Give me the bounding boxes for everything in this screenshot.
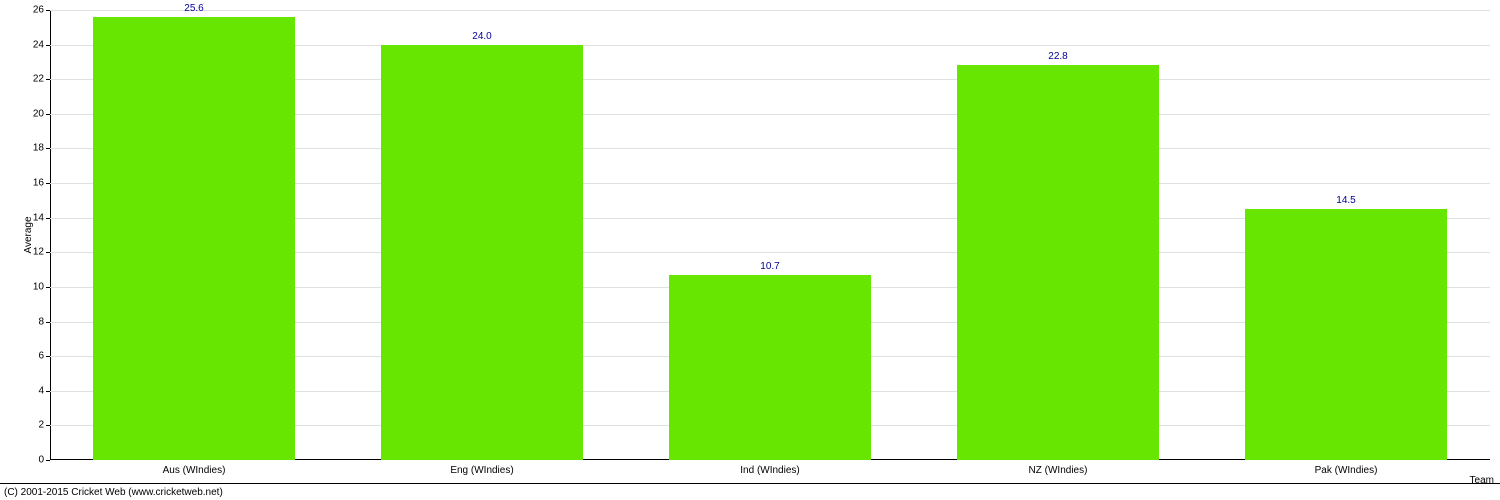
- y-tick-mark: [46, 391, 50, 392]
- x-tick-label: Aus (WIndies): [163, 465, 226, 476]
- x-tick-label: Ind (WIndies): [740, 465, 799, 476]
- x-axis-title: Team: [1470, 475, 1494, 486]
- y-tick-label: 10: [20, 281, 44, 292]
- bar: [957, 65, 1159, 460]
- bar-value-label: 10.7: [760, 261, 779, 272]
- bar-value-label: 24.0: [472, 31, 491, 42]
- y-tick-label: 6: [20, 351, 44, 362]
- bar-value-label: 14.5: [1336, 195, 1355, 206]
- bar-value-label: 25.6: [184, 3, 203, 14]
- y-tick-mark: [46, 322, 50, 323]
- y-tick-label: 20: [20, 108, 44, 119]
- plot-area: 0246810121416182022242625.6Aus (WIndies)…: [50, 10, 1490, 460]
- y-tick-mark: [46, 218, 50, 219]
- x-tick-label: Pak (WIndies): [1315, 465, 1378, 476]
- y-tick-mark: [46, 183, 50, 184]
- y-tick-mark: [46, 79, 50, 80]
- y-tick-label: 26: [20, 5, 44, 16]
- bar: [1245, 209, 1447, 460]
- chart-plot-area: 0246810121416182022242625.6Aus (WIndies)…: [50, 10, 1490, 460]
- x-tick-label: NZ (WIndies): [1029, 465, 1088, 476]
- y-tick-label: 24: [20, 39, 44, 50]
- y-tick-mark: [46, 287, 50, 288]
- bar: [381, 45, 583, 460]
- x-tick-label: Eng (WIndies): [450, 465, 513, 476]
- y-tick-mark: [46, 45, 50, 46]
- y-tick-label: 0: [20, 455, 44, 466]
- y-axis-title: Average: [23, 216, 34, 253]
- footer-divider: [0, 483, 1500, 484]
- y-tick-mark: [46, 10, 50, 11]
- y-tick-label: 2: [20, 420, 44, 431]
- y-tick-label: 16: [20, 178, 44, 189]
- y-tick-mark: [46, 425, 50, 426]
- y-tick-label: 18: [20, 143, 44, 154]
- y-tick-mark: [46, 114, 50, 115]
- y-tick-mark: [46, 460, 50, 461]
- y-tick-label: 4: [20, 385, 44, 396]
- bar: [93, 17, 295, 460]
- y-tick-mark: [46, 148, 50, 149]
- y-tick-mark: [46, 356, 50, 357]
- y-tick-mark: [46, 252, 50, 253]
- gridline: [50, 10, 1490, 11]
- bar: [669, 275, 871, 460]
- y-axis-line: [50, 10, 51, 460]
- y-tick-label: 8: [20, 316, 44, 327]
- bar-value-label: 22.8: [1048, 51, 1067, 62]
- copyright-text: (C) 2001-2015 Cricket Web (www.cricketwe…: [4, 487, 223, 498]
- y-tick-label: 22: [20, 74, 44, 85]
